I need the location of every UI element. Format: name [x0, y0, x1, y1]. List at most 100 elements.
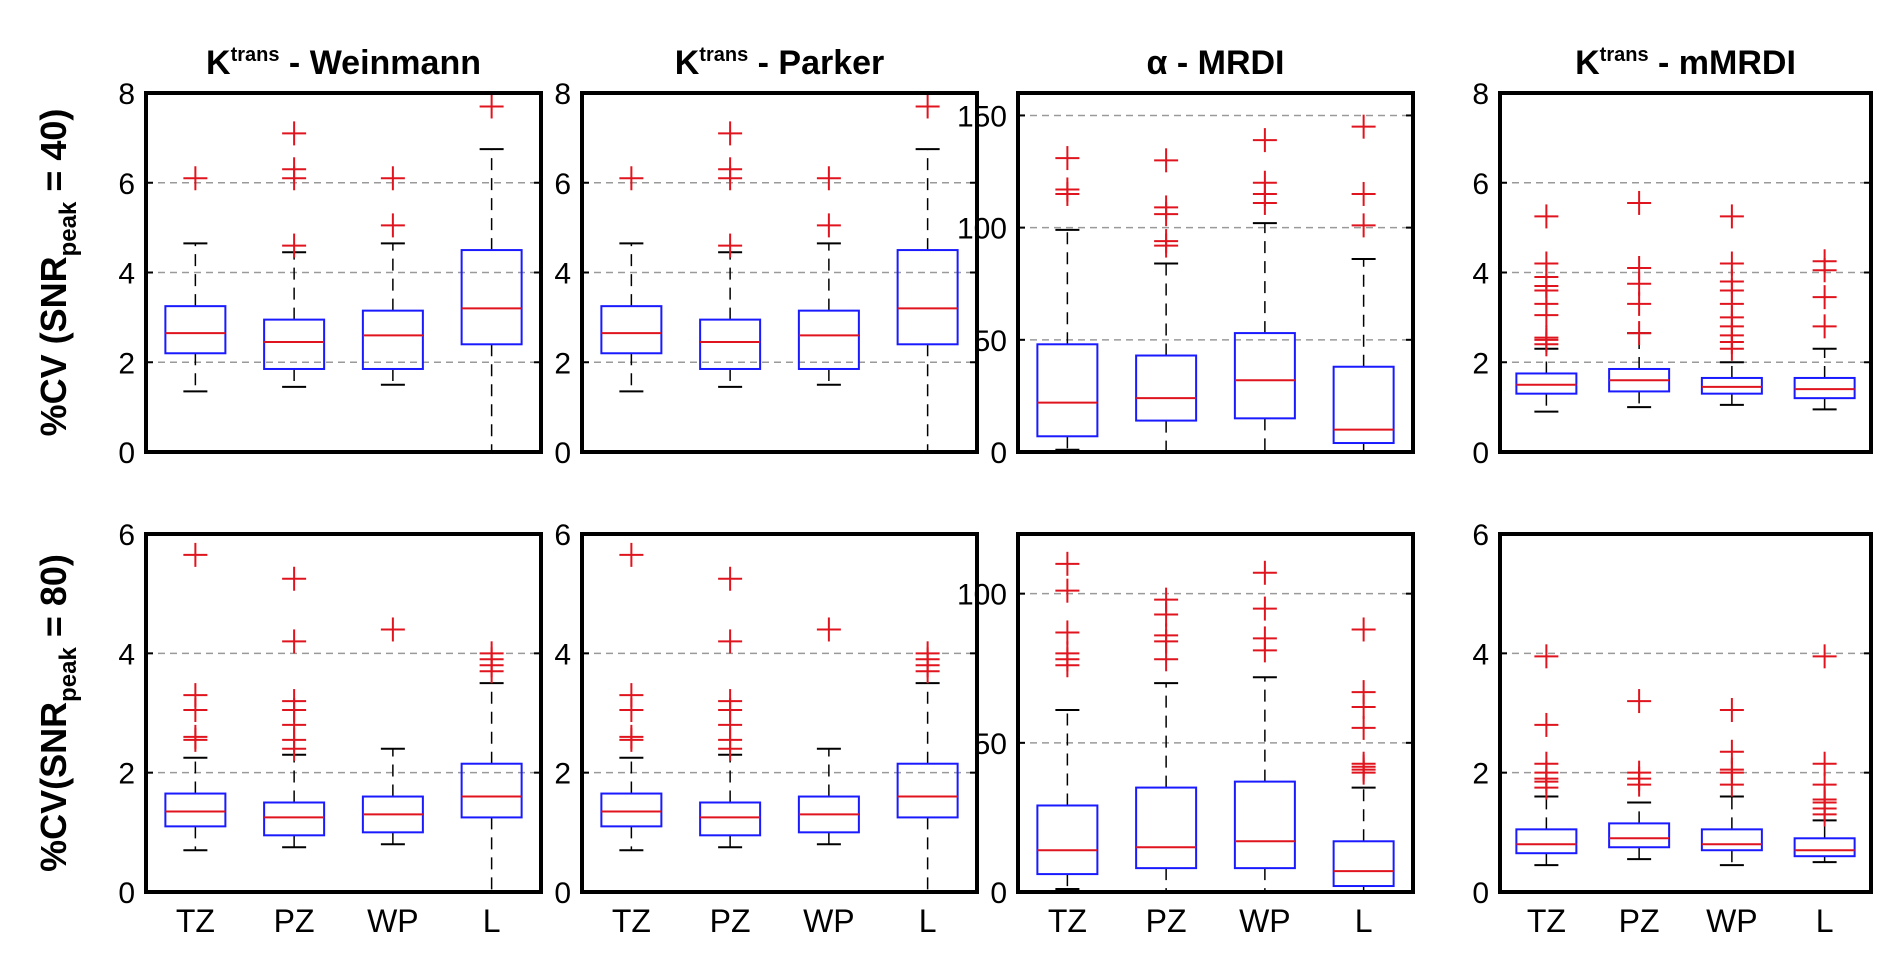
row-label-suffix: = 80): [33, 554, 74, 647]
outlier-marker: [282, 566, 307, 591]
outlier-marker: [1351, 617, 1376, 642]
x-tick-label: PZ: [274, 903, 315, 939]
x-tick-label: L: [483, 903, 501, 939]
box-pz: [263, 566, 326, 849]
box-tz: [1036, 146, 1099, 451]
y-tick-label: 100: [957, 213, 1007, 246]
outlier-marker: [479, 641, 504, 666]
box-tz: [1515, 204, 1578, 413]
y-tick-label: 150: [957, 100, 1007, 133]
outlier-marker: [1534, 251, 1559, 276]
outlier-marker: [915, 641, 940, 666]
outlier-marker: [619, 724, 644, 749]
outlier-marker: [479, 94, 504, 119]
title-method: - Weinmann: [279, 44, 481, 82]
panels: 0 2 4 6 8 Ktrans - Weinmann 0 2 4 6 8 Ktrans - Park…: [118, 44, 1873, 939]
title-symbol: K: [1575, 44, 1600, 82]
y-tick-label: 0: [990, 877, 1007, 910]
y-tick-label: 50: [974, 325, 1007, 358]
y-tick-label: 6: [118, 519, 135, 552]
y-tick-label: 0: [1472, 437, 1489, 470]
x-tick-label: L: [1355, 903, 1373, 939]
panel-4: 0 2 4 6 8 Ktrans - mMRDI: [1472, 44, 1873, 470]
axes-frame: [580, 532, 979, 894]
outlier-marker: [718, 566, 743, 591]
outlier-marker: [1252, 170, 1277, 195]
outlier-marker: [718, 157, 743, 182]
outlier-marker: [619, 542, 644, 567]
axes-frame: [1498, 91, 1873, 454]
box-l: [1332, 617, 1395, 893]
iqr-box: [1036, 804, 1099, 876]
box-tz: [164, 166, 227, 393]
y-tick-label: 4: [118, 638, 135, 671]
row-labels: %CV (SNRpeak = 40)%CV(SNRpeak = 80): [33, 109, 82, 872]
iqr-box: [1515, 828, 1578, 855]
row-label-1: %CV (SNRpeak = 40): [33, 109, 82, 437]
outlier-marker: [282, 629, 307, 654]
box-wp: [1700, 698, 1763, 867]
iqr-box: [361, 309, 424, 370]
outlier-marker: [282, 689, 307, 714]
outlier-marker: [282, 233, 307, 258]
iqr-box: [896, 249, 959, 346]
outlier-marker: [183, 542, 208, 567]
outlier-marker: [718, 629, 743, 654]
iqr-box: [1135, 354, 1198, 422]
y-tick-label: 0: [554, 437, 571, 470]
outlier-marker: [282, 157, 307, 182]
x-tick-label: PZ: [1146, 903, 1187, 939]
outlier-marker: [1154, 623, 1179, 648]
y-tick-label: 50: [974, 728, 1007, 761]
box-l: [896, 94, 959, 453]
y-tick-label: 8: [118, 78, 135, 111]
axes-frame: [144, 532, 543, 894]
panel-7: 0 50 100 TZ PZ WP L: [957, 532, 1415, 939]
y-tick-label: 0: [118, 437, 135, 470]
box-pz: [1135, 148, 1198, 453]
panel-6: 0 2 4 6 TZ PZ WP L: [554, 519, 979, 939]
panel-title: Ktrans - Weinmann: [206, 44, 481, 82]
outlier-marker: [1627, 689, 1652, 714]
outlier-marker: [1627, 321, 1652, 346]
y-tick-label: 4: [554, 258, 571, 291]
y-tick-label: 6: [1472, 168, 1489, 201]
y-tick-label: 100: [957, 579, 1007, 612]
row-label-prefix: %CV (SNR: [33, 256, 74, 436]
outlier-marker: [1812, 644, 1837, 669]
y-tick-label: 0: [118, 877, 135, 910]
outlier-marker: [915, 94, 940, 119]
title-superscript: trans: [699, 44, 748, 66]
outlier-marker: [718, 233, 743, 258]
outlier-marker: [1055, 641, 1080, 666]
outlier-marker: [1154, 229, 1179, 254]
box-pz: [1608, 190, 1671, 409]
y-tick-label: 2: [118, 758, 135, 791]
iqr-box: [1793, 837, 1856, 858]
outlier-marker: [1252, 560, 1277, 585]
box-tz: [164, 542, 227, 852]
x-tick-label: PZ: [710, 903, 751, 939]
box-l: [460, 94, 523, 453]
outlier-marker: [1351, 751, 1376, 776]
outlier-marker: [183, 683, 208, 708]
x-tick-label: L: [919, 903, 937, 939]
y-tick-label: 0: [990, 437, 1007, 470]
outlier-marker: [816, 617, 841, 642]
iqr-box: [896, 762, 959, 819]
iqr-box: [1700, 828, 1763, 852]
y-tick-label: 8: [554, 78, 571, 111]
outlier-marker: [1719, 251, 1744, 276]
row-label-subscript: peak: [55, 201, 82, 256]
box-tz: [600, 542, 663, 852]
outlier-marker: [1351, 680, 1376, 705]
outlier-marker: [1534, 712, 1559, 737]
outlier-marker: [1055, 578, 1080, 603]
outlier-marker: [1812, 751, 1837, 776]
outlier-marker: [1627, 190, 1652, 215]
outlier-marker: [1719, 698, 1744, 723]
title-method: - MRDI: [1167, 44, 1284, 82]
iqr-box: [1332, 840, 1395, 888]
outlier-marker: [1154, 587, 1179, 612]
outlier-marker: [1534, 325, 1559, 350]
